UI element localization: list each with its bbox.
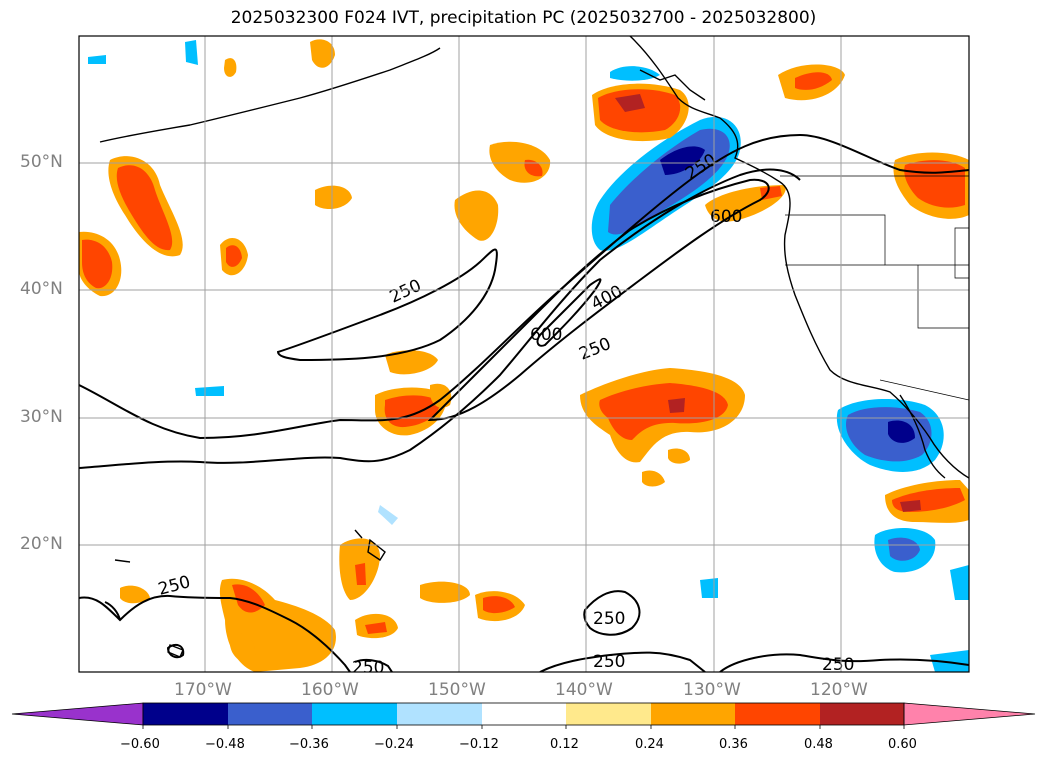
colorbar-extend-high [903,702,1036,726]
lat-label-40n: 40°N [20,279,63,299]
contour-label: 600 [710,207,742,227]
colorbar-tick-label: −0.60 [120,737,160,752]
coastlines [99,36,969,658]
gridlines [79,36,969,672]
lon-label-150w: 150°W [428,680,486,700]
colorbar-tick-label: −0.36 [289,737,329,752]
colorbar-tick-label: 0.12 [550,737,579,752]
lon-label-130w: 130°W [683,680,741,700]
map-area: 250 250 400 600 600 250 250 250 250 250 … [79,36,969,678]
contour-label-group: 250 250 400 600 600 250 250 250 250 250 … [156,150,854,678]
lat-label-20n: 20°N [20,534,63,554]
contour-label: 250 [593,652,625,672]
colorbar-extend-low [11,702,144,726]
lon-label-120w: 120°W [810,680,868,700]
colorbar-tick-label: 0.60 [888,737,917,752]
colorbar-tick-label: −0.24 [374,737,414,752]
colorbar-tick-label: 0.48 [804,737,833,752]
map-frame [78,35,970,673]
borders [780,175,969,401]
colorbar-tick-label: 0.24 [635,737,664,752]
contour-label: 250 [352,658,384,678]
contour-label: 250 [593,609,625,629]
colorbar [11,702,1036,729]
lat-label-30n: 30°N [20,407,63,427]
colorbar-tick-label: 0.36 [719,737,748,752]
colorbar-tick-label: −0.48 [205,737,245,752]
map-title: 2025032300 F024 IVT, precipitation PC (2… [230,8,817,28]
contour-label: 600 [530,325,562,345]
lat-label-50n: 50°N [20,152,63,172]
lon-label-160w: 160°W [301,680,359,700]
lon-label-140w: 140°W [555,680,613,700]
colorbar-tick-label: −0.12 [459,737,499,752]
contour-label: 250 [822,655,854,675]
lon-label-170w: 170°W [174,680,232,700]
